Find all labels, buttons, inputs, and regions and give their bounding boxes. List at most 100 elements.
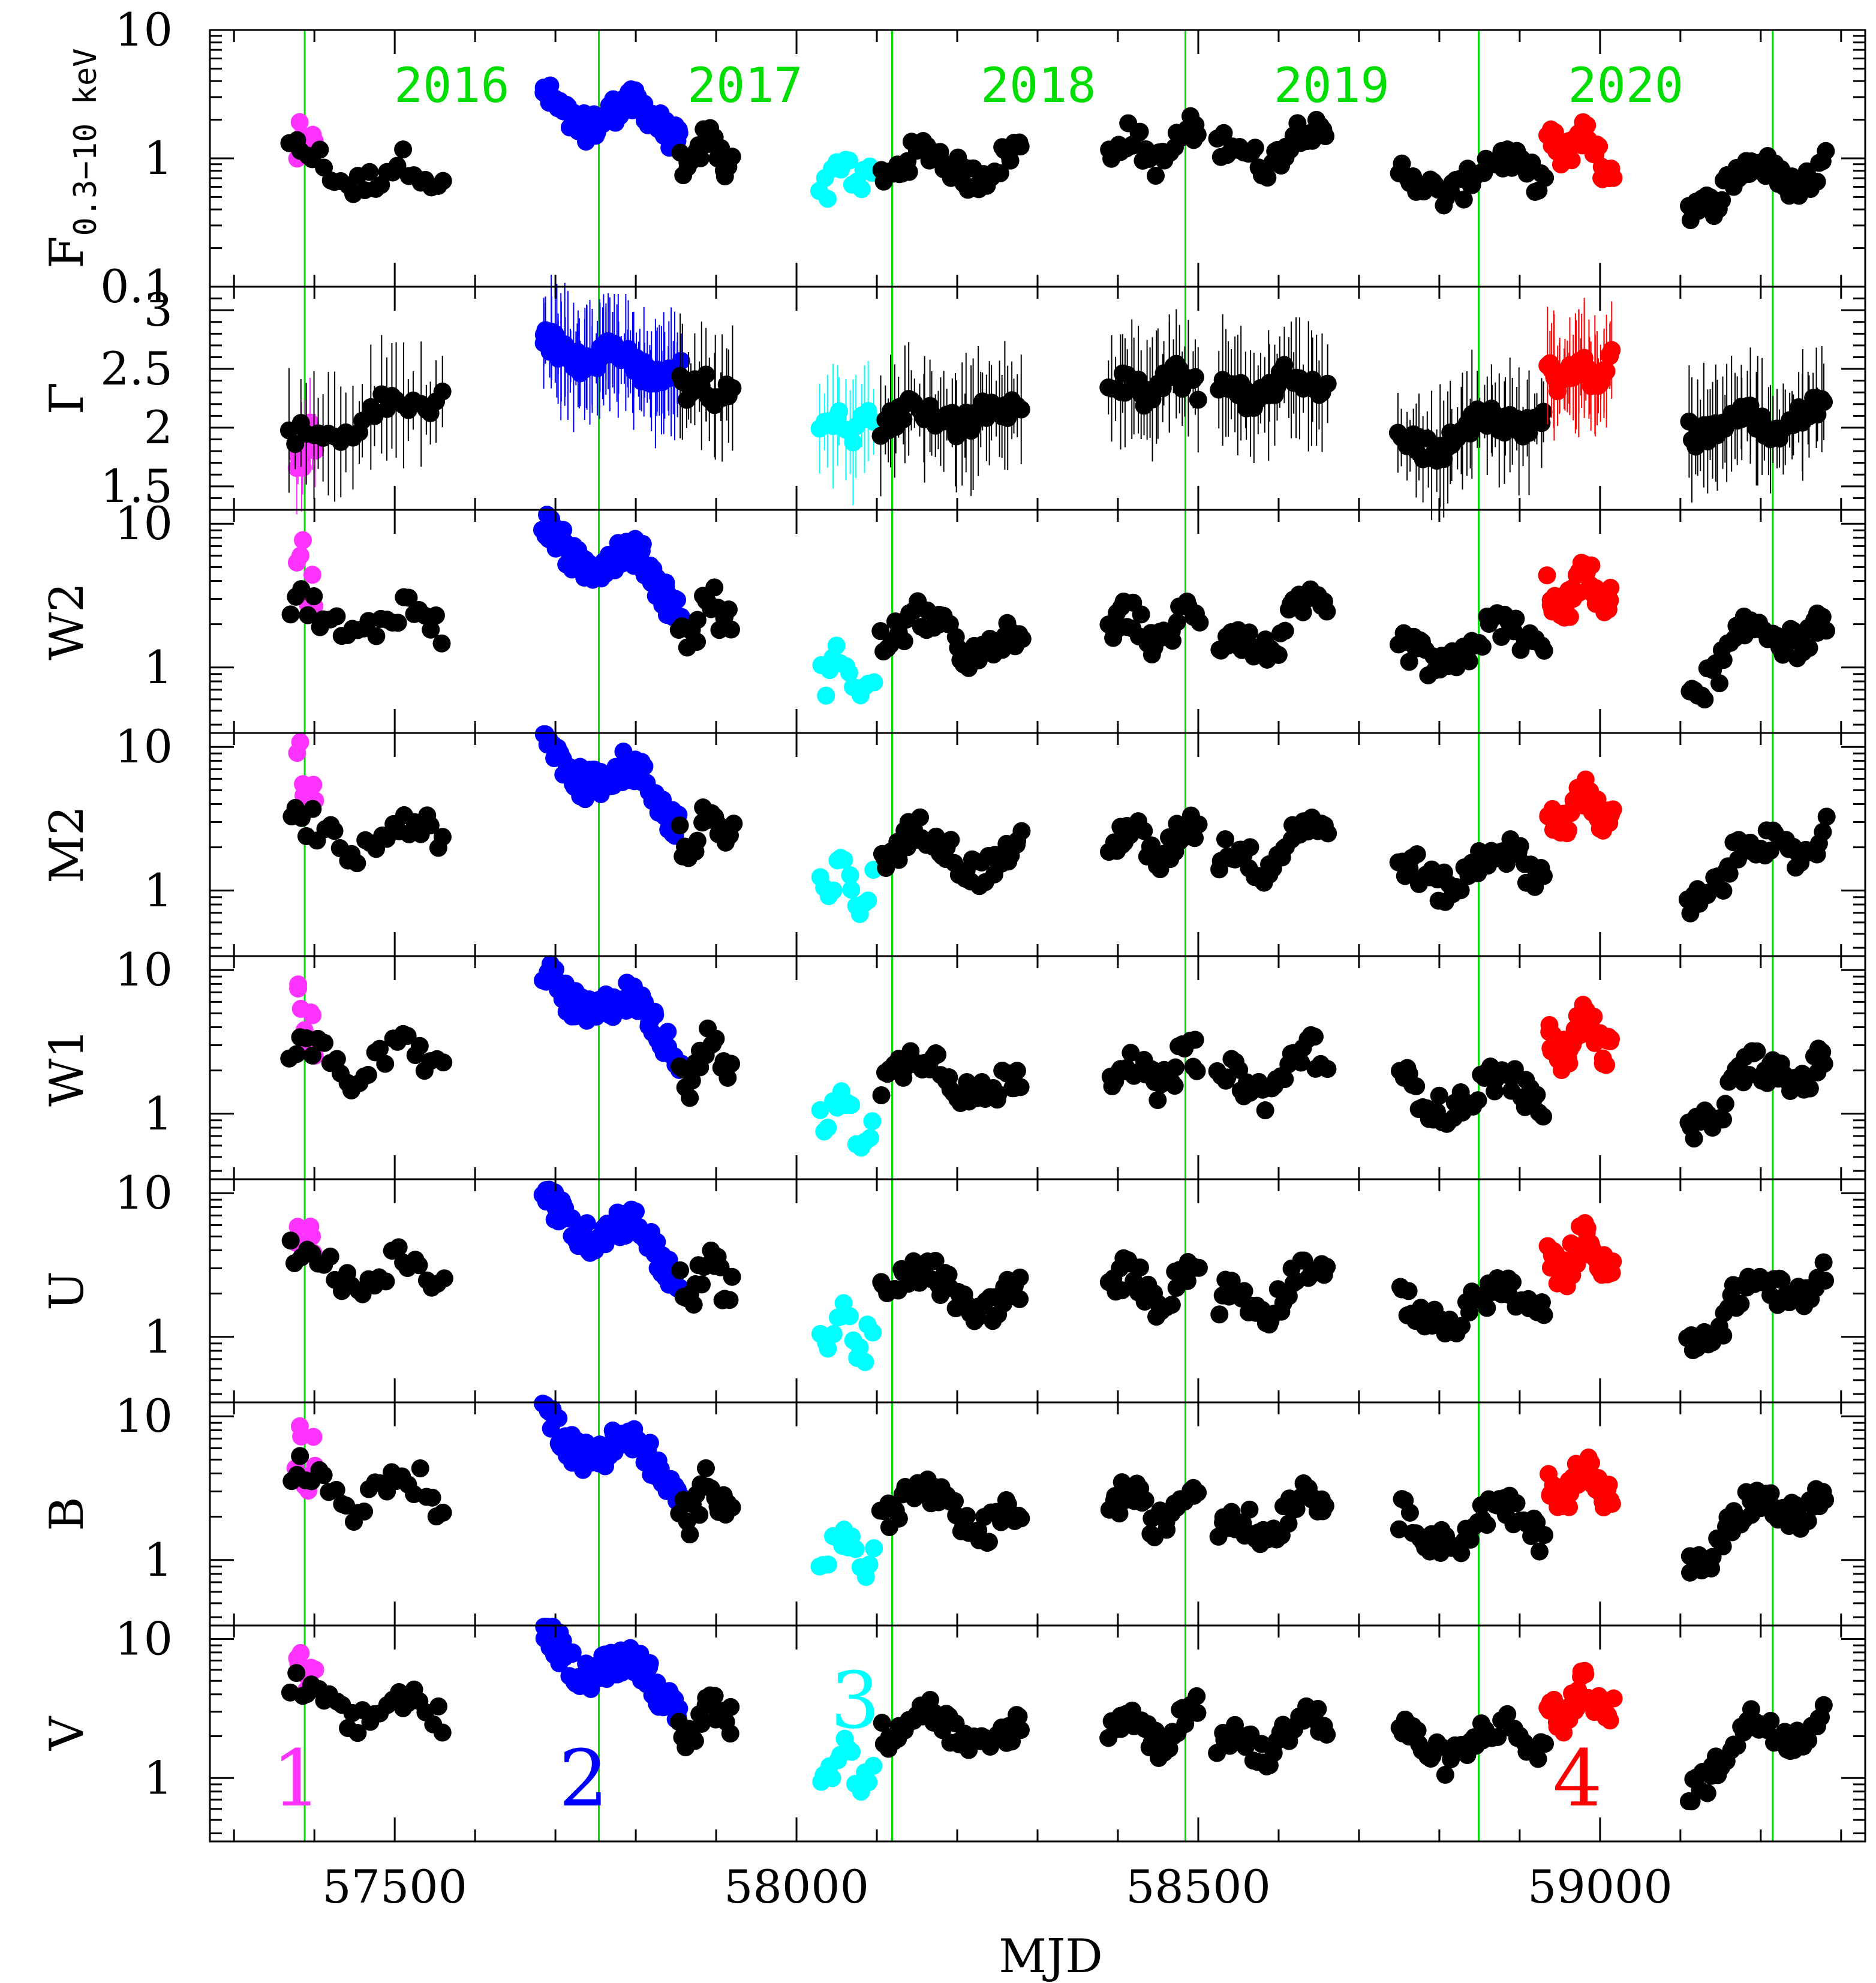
data-point-other-2017 bbox=[722, 1054, 741, 1073]
data-point-segment2 bbox=[645, 1002, 664, 1021]
data-point-other-2016 bbox=[327, 1050, 346, 1068]
data-point-other-2016 bbox=[291, 1447, 309, 1465]
data-point-segment3 bbox=[843, 1742, 861, 1761]
data-point-other-2016 bbox=[429, 1697, 448, 1715]
data-point-other-2020a bbox=[1469, 1091, 1487, 1110]
year-label: 2018 bbox=[981, 58, 1096, 113]
data-point-other-2019b bbox=[1316, 127, 1335, 145]
year-label: 2019 bbox=[1274, 58, 1390, 113]
data-point-other-2019a bbox=[1135, 822, 1153, 840]
data-point-segment2 bbox=[668, 591, 687, 609]
data-point-other-2017 bbox=[719, 600, 738, 619]
x-tick-label: 57500 bbox=[322, 1860, 467, 1913]
data-point-other-2018 bbox=[958, 1507, 976, 1525]
data-point-other-2019a bbox=[1186, 368, 1204, 386]
year-label: 2016 bbox=[394, 58, 510, 113]
data-point-other-2016 bbox=[422, 620, 440, 639]
data-point-other-2018 bbox=[939, 1265, 958, 1284]
year-label: 2020 bbox=[1568, 58, 1683, 113]
data-point-segment3 bbox=[835, 851, 853, 869]
data-point-other-2021 bbox=[1815, 1054, 1833, 1073]
data-point-other-2021 bbox=[1698, 1784, 1716, 1802]
data-point-other-2016 bbox=[434, 172, 452, 190]
y-axis-title: V bbox=[40, 1715, 94, 1751]
data-point-other-2016 bbox=[399, 588, 418, 607]
data-point-segment4 bbox=[1560, 1498, 1579, 1516]
data-point-other-2021 bbox=[1713, 1537, 1732, 1556]
data-point-other-2018 bbox=[928, 1045, 947, 1064]
y-tick-label: 1.5 bbox=[100, 459, 173, 513]
data-point-other-2018 bbox=[1012, 1509, 1030, 1528]
data-point-segment4 bbox=[1602, 1030, 1621, 1048]
data-point-other-2017 bbox=[723, 1267, 741, 1286]
data-point-segment4 bbox=[1603, 1494, 1621, 1513]
data-point-other-2020a bbox=[1451, 881, 1470, 900]
data-point-other-2019a bbox=[1187, 1687, 1206, 1705]
data-point-other-2016 bbox=[433, 1723, 452, 1742]
data-point-other-2018 bbox=[1013, 630, 1032, 648]
data-point-other-2021 bbox=[1813, 608, 1832, 626]
data-point-other-2020a bbox=[1399, 1282, 1418, 1300]
y-axis-title: W1 bbox=[40, 1029, 94, 1107]
y-tick-label: 2 bbox=[144, 401, 173, 454]
segment-label: 1 bbox=[272, 1733, 321, 1824]
y-tick-label: 10 bbox=[115, 1612, 173, 1665]
data-point-other-2020a bbox=[1536, 1735, 1555, 1753]
data-point-other-2016 bbox=[359, 1066, 377, 1084]
data-point-other-2017 bbox=[724, 815, 743, 833]
data-point-other-2021 bbox=[1817, 807, 1836, 826]
data-point-other-2016 bbox=[287, 1045, 306, 1063]
data-point-other-2019a bbox=[1166, 1058, 1184, 1077]
panel-m2-3: 1 10 M2 bbox=[40, 720, 1866, 957]
data-point-segment4 bbox=[1601, 1711, 1619, 1730]
data-point-other-2021 bbox=[1748, 1042, 1766, 1060]
data-point-other-2016 bbox=[410, 1036, 429, 1055]
data-point-other-2017 bbox=[686, 1732, 704, 1750]
data-point-other-2018 bbox=[1011, 1268, 1029, 1287]
data-point-other-2019b bbox=[1318, 602, 1336, 621]
data-point-other-2020a bbox=[1507, 609, 1525, 628]
data-point-other-2020a bbox=[1530, 1542, 1549, 1561]
data-point-other-2019b bbox=[1318, 1257, 1336, 1276]
data-point-segment3 bbox=[824, 1325, 843, 1344]
data-point-other-2016 bbox=[389, 614, 407, 632]
data-point-other-2019b bbox=[1316, 1497, 1334, 1515]
data-point-segment3 bbox=[827, 636, 846, 655]
data-point-other-2017 bbox=[692, 1714, 711, 1733]
data-point-segment4 bbox=[1590, 137, 1609, 156]
data-point-other-2016 bbox=[421, 816, 440, 835]
data-point-segment3 bbox=[819, 1339, 837, 1358]
data-point-other-2019a bbox=[1147, 167, 1165, 185]
data-point-other-2016 bbox=[281, 1231, 300, 1250]
data-point-other-2019a bbox=[1189, 815, 1208, 834]
data-point-other-2020a bbox=[1536, 169, 1555, 187]
data-point-other-2018 bbox=[872, 1086, 891, 1105]
data-point-other-2021 bbox=[1799, 1731, 1818, 1750]
data-point-other-2021 bbox=[1761, 1484, 1780, 1503]
data-point-other-2020a bbox=[1473, 638, 1492, 656]
data-point-other-2021 bbox=[1817, 621, 1836, 640]
data-point-segment3 bbox=[819, 1555, 837, 1574]
data-point-other-2020a bbox=[1534, 1107, 1553, 1126]
data-point-segment4 bbox=[1603, 341, 1621, 359]
data-point-segment4 bbox=[1582, 1453, 1601, 1472]
data-point-segment3 bbox=[840, 1307, 859, 1326]
data-point-other-2016 bbox=[287, 1664, 306, 1682]
x-axis: 57500 58000 58500 59000 bbox=[322, 1860, 1672, 1913]
data-point-other-2016 bbox=[433, 382, 452, 401]
panel-w1-4: 1 10 W1 bbox=[40, 943, 1866, 1180]
data-point-other-2019a bbox=[1164, 632, 1182, 650]
data-point-segment2 bbox=[641, 1434, 659, 1452]
data-point-other-2017 bbox=[684, 1295, 703, 1314]
y-tick-label: 3 bbox=[144, 283, 173, 336]
data-point-other-2018 bbox=[989, 1085, 1008, 1104]
data-point-other-2016 bbox=[394, 140, 413, 159]
data-point-other-2016 bbox=[315, 1033, 334, 1052]
data-point-other-2016 bbox=[299, 606, 317, 624]
data-point-other-2020a bbox=[1504, 1273, 1522, 1291]
panel-w2-2: 1 10 W2 bbox=[40, 497, 1866, 734]
data-point-other-2021 bbox=[1800, 639, 1818, 657]
data-point-other-2021 bbox=[1816, 1271, 1835, 1290]
data-point-other-2016 bbox=[325, 822, 344, 840]
